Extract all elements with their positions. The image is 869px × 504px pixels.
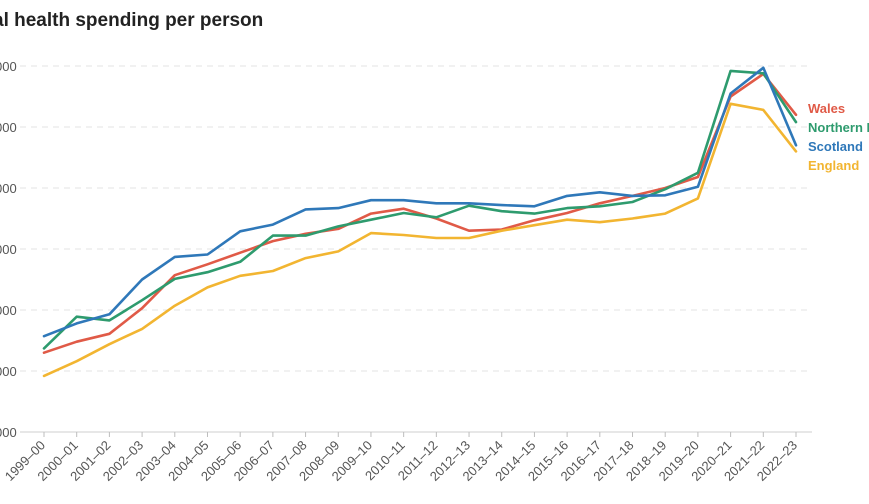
legend-label-wales: Wales — [808, 101, 845, 116]
legend-label-england: England — [808, 158, 859, 173]
y-tick-label: 000 — [0, 120, 17, 135]
legend-label-northern-i: Northern I — [808, 120, 869, 135]
y-tick-label: 000 — [0, 303, 17, 318]
y-tick-label: 000 — [0, 242, 17, 257]
y-tick-label: 000 — [0, 425, 17, 440]
legend-label-scotland: Scotland — [808, 139, 863, 154]
y-tick-label: 000 — [0, 181, 17, 196]
chart-title: al health spending per person — [0, 10, 264, 31]
y-tick-label: 000 — [0, 59, 17, 74]
y-tick-label: 000 — [0, 364, 17, 379]
series-line-northern-i — [42, 69, 798, 350]
series-line-wales — [42, 72, 798, 355]
series-line-england — [42, 102, 798, 378]
series-line-scotland — [42, 66, 798, 338]
